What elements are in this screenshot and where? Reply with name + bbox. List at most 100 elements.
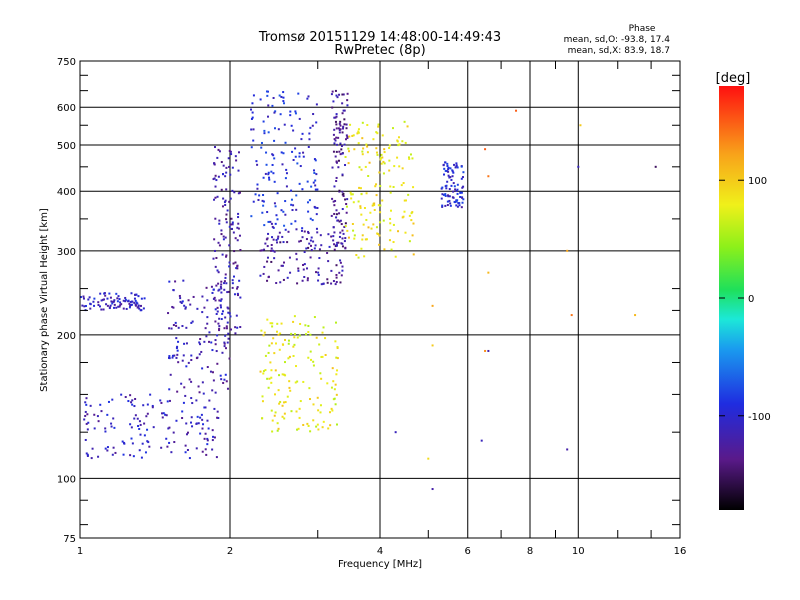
- data-point: [297, 267, 300, 270]
- data-point: [259, 370, 262, 373]
- data-point: [211, 439, 214, 442]
- data-point: [456, 199, 459, 202]
- data-point: [175, 337, 178, 340]
- data-point: [388, 169, 391, 172]
- data-point: [183, 304, 186, 307]
- data-point: [226, 387, 229, 390]
- data-point: [273, 157, 276, 160]
- data-point: [455, 189, 458, 192]
- data-point: [261, 417, 264, 420]
- data-point: [341, 245, 344, 248]
- data-point: [340, 148, 343, 151]
- data-point: [332, 226, 335, 229]
- data-point: [289, 114, 292, 117]
- data-point: [456, 183, 459, 186]
- data-point: [328, 245, 331, 248]
- data-point: [290, 203, 293, 206]
- data-point: [381, 156, 384, 159]
- data-point: [273, 250, 276, 253]
- data-point: [285, 168, 288, 171]
- y-axis-label: Stationary phase Virtual Height [km]: [39, 208, 50, 392]
- data-point: [97, 455, 100, 458]
- data-point: [347, 236, 350, 239]
- data-point: [326, 382, 329, 385]
- data-point: [173, 354, 176, 357]
- data-point: [312, 240, 315, 243]
- data-point: [282, 96, 285, 99]
- data-point: [326, 278, 329, 281]
- data-point: [219, 306, 222, 309]
- data-point: [160, 446, 163, 449]
- data-point: [346, 104, 349, 107]
- data-point: [306, 267, 309, 270]
- data-point: [85, 397, 88, 400]
- data-point: [311, 219, 314, 222]
- data-point: [274, 205, 277, 208]
- data-point: [263, 331, 266, 334]
- data-point: [221, 351, 224, 354]
- data-point: [250, 128, 253, 131]
- data-point: [236, 326, 239, 329]
- data-point: [271, 430, 274, 433]
- data-point: [366, 124, 369, 127]
- data-point: [184, 451, 187, 454]
- data-point: [302, 268, 305, 271]
- data-point: [175, 356, 178, 359]
- data-point: [201, 295, 204, 298]
- data-point: [83, 418, 86, 421]
- data-point: [118, 298, 121, 301]
- data-point: [281, 163, 284, 166]
- grid-lines: [80, 61, 680, 538]
- data-point: [212, 257, 215, 260]
- data-point: [225, 380, 228, 383]
- data-point: [392, 127, 395, 130]
- data-point: [272, 96, 275, 99]
- data-point: [454, 188, 457, 191]
- data-point: [296, 162, 299, 165]
- data-point: [307, 230, 310, 233]
- data-point: [134, 299, 137, 302]
- data-point: [309, 350, 312, 353]
- data-point: [295, 258, 298, 261]
- data-point: [222, 238, 225, 241]
- data-point: [314, 188, 317, 191]
- data-point: [97, 420, 100, 423]
- data-point: [299, 322, 302, 325]
- data-point: [284, 401, 287, 404]
- data-point: [279, 281, 282, 284]
- data-point: [314, 159, 317, 162]
- data-point: [206, 366, 209, 369]
- data-point: [231, 282, 234, 285]
- data-point: [345, 127, 348, 130]
- data-point: [283, 361, 286, 364]
- data-point: [225, 254, 228, 257]
- data-point: [299, 165, 302, 168]
- data-point: [333, 388, 336, 391]
- data-point: [337, 241, 340, 244]
- data-point: [342, 192, 345, 195]
- data-point: [140, 456, 143, 459]
- x-tick-label: 6: [465, 546, 471, 557]
- data-point: [370, 227, 373, 230]
- data-point: [236, 286, 239, 289]
- data-point: [282, 100, 285, 103]
- data-point: [333, 204, 336, 207]
- data-point: [379, 221, 382, 224]
- data-point: [106, 449, 109, 452]
- data-point: [282, 152, 285, 155]
- data-point: [312, 364, 315, 367]
- data-point: [446, 180, 449, 183]
- data-point: [446, 204, 449, 207]
- data-point: [309, 239, 312, 242]
- data-point: [392, 185, 395, 188]
- data-point: [286, 241, 289, 244]
- data-point: [307, 95, 310, 98]
- data-point: [217, 417, 220, 420]
- data-point: [287, 357, 290, 360]
- data-point: [130, 292, 133, 295]
- data-point: [330, 235, 333, 238]
- data-point: [310, 358, 313, 361]
- data-point: [183, 386, 186, 389]
- data-point: [461, 176, 464, 179]
- data-point: [380, 153, 383, 156]
